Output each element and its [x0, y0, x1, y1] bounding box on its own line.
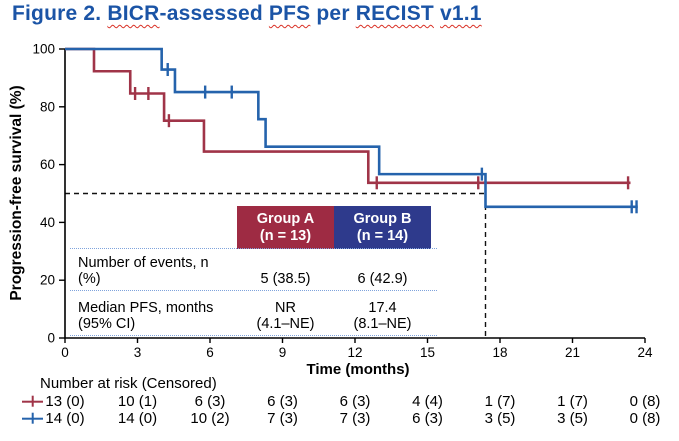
x-axis-tick-label: 6: [206, 345, 214, 360]
y-axis-tick-label: 100: [32, 42, 55, 57]
x-axis-tick-label: 0: [61, 345, 69, 360]
title-part: per: [310, 2, 356, 25]
events-value-group-a: 5 (38.5): [237, 249, 334, 290]
x-axis-tick-label: 3: [134, 345, 142, 360]
title-part: Figure 2.: [12, 2, 108, 25]
median-b-line2: (8.1–NE): [353, 316, 412, 332]
summary-header-group-a: Group A (n = 13): [237, 206, 334, 249]
events-value-group-b: 6 (42.9): [334, 249, 431, 290]
risk-count: 14 (0): [45, 410, 85, 427]
events-row-label: Number of events, n (%): [70, 249, 237, 290]
risk-count: 6 (3): [339, 393, 371, 410]
title-part-spellcheck: RECIST: [355, 2, 434, 25]
x-axis-tick-label: 9: [279, 345, 287, 360]
risk-row-group-a: 13 (0) 10 (1) 6 (3) 6 (3) 6 (3) 4 (4) 1 (7) 1 (…: [0, 393, 679, 410]
x-axis-tick-label: 18: [492, 345, 507, 360]
risk-count: 7 (3): [267, 410, 298, 427]
median-row-label: Median PFS, months (95% CI): [70, 291, 237, 335]
group-a-n: (n = 13): [259, 227, 312, 244]
title-part-spellcheck: BICR: [107, 2, 160, 25]
risk-count: 10 (2): [190, 410, 230, 427]
y-axis-tick-label: 40: [40, 215, 55, 230]
group-a-name: Group A: [256, 210, 315, 227]
y-axis-tick-label: 60: [40, 157, 55, 172]
median-label-line2: (95% CI): [78, 316, 136, 332]
risk-count: 6 (3): [412, 410, 443, 427]
risk-count: 6 (3): [267, 393, 298, 410]
y-axis-tick-label: 80: [40, 99, 55, 114]
median-b-line1: 17.4: [368, 300, 397, 316]
median-a-line1: NR: [275, 300, 296, 316]
risk-count: 14 (0): [117, 410, 158, 427]
risk-count: 0 (8): [629, 393, 661, 410]
risk-count: 7 (3): [339, 410, 371, 427]
x-axis-tick-label: 15: [420, 345, 435, 360]
number-at-risk-label: Number at risk (Censored): [40, 375, 217, 392]
risk-count: 3 (5): [557, 410, 588, 427]
median-reference-dashed-line: [65, 192, 487, 338]
summary-row-median-pfs: Median PFS, months (95% CI) NR (4.1–NE) …: [70, 290, 437, 336]
figure-title: Figure 2. BICR-assessed PFS per RECIST v…: [12, 2, 482, 26]
risk-row-censor-marker-icon: [22, 400, 43, 403]
y-axis-tick-label: 0: [47, 331, 55, 346]
title-part: -assessed: [159, 2, 269, 25]
risk-row-censor-marker-icon: [22, 417, 43, 420]
risk-count: 1 (7): [557, 393, 588, 410]
x-axis-tick-label: 12: [347, 345, 362, 360]
median-label-line1: Median PFS, months: [78, 300, 214, 316]
median-value-group-a: NR (4.1–NE): [237, 291, 334, 335]
x-axis-title: Time (months): [306, 361, 410, 378]
events-label-line2: (%): [78, 271, 101, 287]
risk-count: 1 (7): [484, 393, 516, 410]
risk-count: 3 (5): [484, 410, 516, 427]
events-label-line1: Number of events, n: [78, 255, 209, 271]
median-a-line2: (4.1–NE): [256, 316, 315, 332]
summary-header-group-b: Group B (n = 14): [334, 206, 431, 249]
events-a-line2: 5 (38.5): [260, 271, 311, 287]
group-b-name: Group B: [353, 210, 412, 227]
risk-count: 10 (1): [117, 393, 158, 410]
risk-row-group-b: 14 (0) 14 (0) 10 (2) 7 (3) 7 (3) 6 (3) 3 (5) 3 …: [0, 410, 679, 427]
x-axis-tick-label: 21: [565, 345, 580, 360]
risk-count: 6 (3): [194, 393, 226, 410]
km-curve-group-b: [65, 47, 638, 209]
title-part-spellcheck: v1.1: [440, 2, 482, 25]
summary-row-events: Number of events, n (%) 5 (38.5) 6 (42.9…: [70, 248, 437, 290]
y-axis-tick-label: 20: [40, 273, 55, 288]
km-curve-group-a: [65, 47, 631, 185]
risk-count: 0 (8): [629, 410, 661, 427]
events-b-line2: 6 (42.9): [357, 271, 408, 287]
title-part-spellcheck: PFS: [268, 2, 311, 25]
risk-count: 4 (4): [412, 393, 443, 410]
x-axis-tick-label: 24: [637, 345, 653, 360]
group-b-n: (n = 14): [356, 227, 409, 244]
risk-count: 13 (0): [45, 393, 85, 410]
y-axis-title: Progression-free survival (%): [8, 85, 25, 301]
median-value-group-b: 17.4 (8.1–NE): [334, 291, 431, 335]
